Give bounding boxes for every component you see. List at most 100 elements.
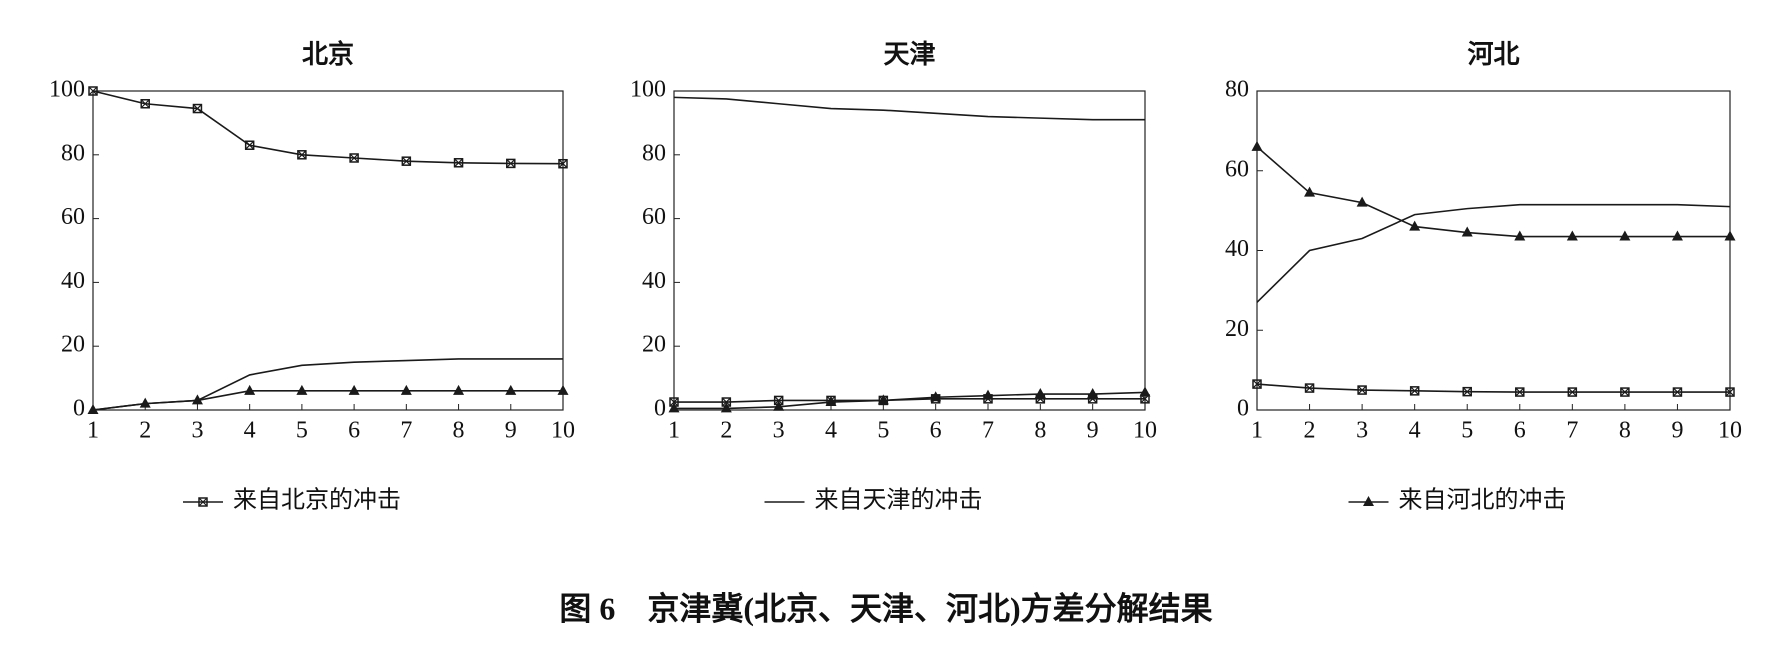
marker-cross (774, 396, 784, 405)
marker-triangle (720, 402, 732, 413)
figure-caption: 图 6 京津冀(北京、天津、河北)方差分解结果 (559, 590, 1212, 626)
marker-triangle (400, 384, 412, 395)
x-tick-label: 3 (1356, 418, 1368, 444)
marker-triangle (930, 391, 942, 402)
marker-triangle (244, 384, 256, 395)
x-tick-label: 2 (1304, 418, 1316, 444)
marker-box (558, 158, 568, 169)
x-tick-label: 10 (1718, 418, 1742, 444)
marker-square (453, 158, 464, 168)
y-tick-label: 20 (642, 332, 666, 358)
y-tick-label: 60 (61, 204, 85, 230)
x-tick-label: 4 (244, 418, 256, 444)
x-tick-label: 2 (720, 418, 732, 444)
plot-frame (1256, 90, 1731, 411)
x-tick-label: 3 (773, 418, 785, 444)
plot-frame (673, 90, 1146, 411)
x-tick-label: 8 (453, 418, 465, 444)
series-line (673, 96, 1145, 121)
x-tick-label: 6 (930, 418, 942, 444)
chart-title: 河北 (1467, 40, 1519, 69)
marker-triangle (1087, 388, 1099, 399)
marker-triangle (348, 384, 360, 395)
marker-box (192, 103, 203, 114)
marker-square (1567, 387, 1578, 397)
marker-triangle (877, 394, 889, 405)
series-line (1256, 203, 1731, 303)
marker-cross (669, 397, 679, 407)
x-tick-label: 8 (1034, 418, 1046, 444)
marker-triangle (557, 384, 569, 395)
marker-triangle (296, 384, 308, 395)
series-line (1256, 383, 1730, 393)
marker-triangle (191, 394, 203, 405)
marker-triangle (1724, 230, 1736, 241)
y-tick-label: 20 (1225, 316, 1249, 342)
x-tick-label: 5 (877, 418, 889, 444)
marker-triangle (1139, 386, 1151, 397)
y-tick-label: 0 (1237, 396, 1249, 422)
marker-box (1672, 387, 1683, 397)
y-tick-label: 40 (642, 268, 666, 294)
marker-box (506, 158, 516, 169)
x-tick-label: 4 (825, 418, 837, 444)
marker-square (558, 158, 568, 169)
marker-box (1409, 386, 1420, 396)
x-tick-label: 1 (668, 418, 680, 444)
marker-cross (88, 86, 98, 96)
legend-label: 来自天津的冲击 (815, 487, 983, 514)
marker-cross (401, 156, 411, 166)
marker-box (1357, 385, 1367, 395)
marker-box (1725, 387, 1735, 397)
marker-square (401, 156, 412, 166)
y-tick-label: 40 (1225, 236, 1249, 262)
marker-triangle (1034, 388, 1046, 399)
x-tick-label: 8 (1619, 418, 1631, 444)
marker-box (244, 140, 255, 150)
marker-box (401, 156, 412, 166)
marker-box (1620, 387, 1630, 397)
marker-box (1252, 379, 1262, 389)
x-tick-label: 6 (348, 418, 360, 444)
marker-square (1409, 386, 1420, 396)
marker-triangle (773, 400, 785, 411)
marker-box (1304, 383, 1315, 393)
marker-square (1357, 385, 1367, 395)
marker-cross (1305, 383, 1314, 393)
marker-cross (721, 397, 731, 407)
marker-square (1515, 387, 1525, 397)
marker-box (88, 86, 98, 96)
marker-box (1567, 387, 1578, 397)
chart-title: 天津 (883, 40, 935, 69)
marker-cross (1252, 379, 1262, 389)
series-line (92, 390, 563, 411)
plot-frame (92, 90, 564, 411)
y-tick-label: 80 (61, 140, 85, 166)
x-tick-label: 2 (139, 418, 151, 444)
marker-square (297, 150, 307, 160)
x-tick-label: 5 (1461, 418, 1473, 444)
y-tick-label: 80 (1225, 77, 1249, 103)
marker-square (1462, 386, 1472, 397)
marker-triangle (1566, 230, 1578, 241)
marker-triangle (1671, 230, 1683, 241)
y-tick-label: 20 (61, 332, 85, 358)
marker-square (1304, 383, 1315, 393)
y-tick-label: 60 (1225, 156, 1249, 182)
marker-box (453, 158, 464, 168)
marker-triangle (1304, 186, 1316, 197)
x-tick-label: 5 (296, 418, 308, 444)
marker-cross (454, 158, 463, 168)
x-tick-label: 6 (1514, 418, 1526, 444)
marker-cross (140, 99, 150, 109)
marker-cross (1620, 387, 1630, 397)
series-line (674, 391, 1146, 410)
marker-cross (1725, 387, 1735, 397)
marker-triangle (1409, 220, 1421, 231)
y-tick-label: 0 (654, 396, 666, 422)
x-tick-label: 9 (505, 418, 517, 444)
legend-label: 来自河北的冲击 (1399, 487, 1567, 514)
marker-square (1620, 387, 1630, 397)
